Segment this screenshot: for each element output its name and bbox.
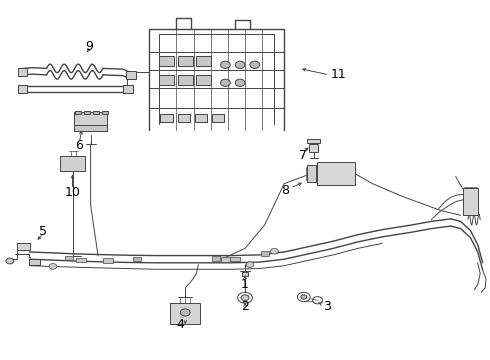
Text: 11: 11 — [331, 68, 346, 81]
Circle shape — [180, 309, 190, 316]
Circle shape — [220, 61, 230, 68]
Bar — [75, 111, 81, 114]
Bar — [93, 111, 99, 114]
Circle shape — [235, 61, 245, 68]
Text: 1: 1 — [241, 278, 249, 291]
Circle shape — [246, 262, 254, 267]
Bar — [102, 111, 108, 114]
Bar — [84, 111, 90, 114]
Bar — [196, 56, 211, 66]
Bar — [17, 243, 30, 250]
Text: 8: 8 — [281, 184, 289, 197]
Text: 10: 10 — [65, 186, 80, 199]
Bar — [307, 139, 320, 143]
Text: 4: 4 — [176, 318, 184, 331]
Bar — [60, 156, 85, 171]
Text: 2: 2 — [241, 300, 249, 313]
Circle shape — [235, 79, 245, 86]
Bar — [309, 144, 318, 152]
Bar — [220, 257, 230, 262]
Bar — [178, 75, 193, 85]
Bar — [161, 114, 172, 122]
Bar — [76, 258, 86, 262]
Text: 6: 6 — [75, 139, 83, 152]
Circle shape — [301, 295, 307, 299]
Circle shape — [220, 79, 230, 86]
Bar — [463, 188, 478, 215]
Circle shape — [49, 264, 57, 269]
Bar — [212, 114, 224, 122]
Bar — [177, 114, 190, 122]
Bar — [307, 165, 316, 182]
Circle shape — [250, 61, 260, 68]
Bar — [230, 256, 240, 261]
Bar — [212, 256, 220, 261]
Bar — [195, 114, 207, 122]
Bar — [18, 68, 27, 76]
Circle shape — [6, 258, 14, 264]
Bar — [242, 272, 248, 276]
Bar — [74, 112, 107, 127]
Bar — [159, 75, 174, 85]
Text: 3: 3 — [323, 300, 331, 313]
Bar — [123, 85, 133, 93]
Circle shape — [241, 295, 249, 301]
Bar — [196, 75, 211, 85]
Bar — [74, 125, 107, 131]
Bar — [261, 251, 269, 256]
Bar — [18, 85, 27, 93]
Bar — [178, 56, 193, 66]
Bar — [170, 303, 200, 324]
Bar — [317, 162, 355, 185]
Bar — [29, 259, 40, 265]
Circle shape — [270, 248, 278, 254]
Text: 9: 9 — [85, 40, 93, 53]
Bar — [159, 56, 174, 66]
Text: 5: 5 — [39, 225, 47, 238]
Bar — [103, 258, 113, 263]
Bar — [65, 256, 73, 260]
Bar — [133, 257, 141, 261]
Text: 7: 7 — [299, 149, 307, 162]
Bar — [126, 71, 136, 79]
